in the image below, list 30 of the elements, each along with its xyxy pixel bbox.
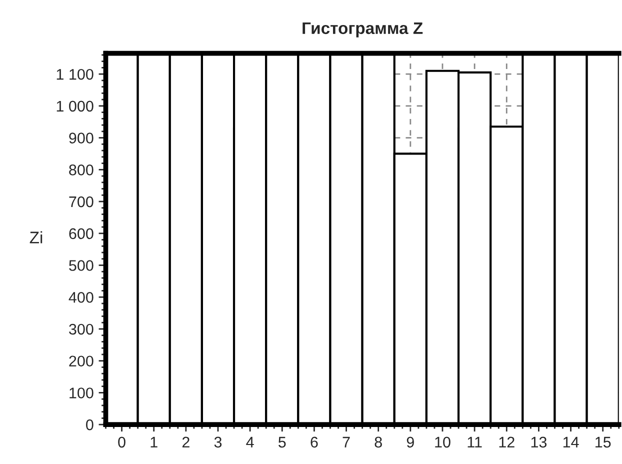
- x-tick-label: 11: [468, 436, 482, 448]
- y-tick-label: 200: [69, 356, 94, 367]
- y-tick-label: 1 100: [56, 68, 94, 80]
- y-tick-label: 100: [70, 388, 94, 398]
- x-tick-label: 1: [150, 436, 158, 448]
- y-tick-label: 700: [69, 196, 94, 208]
- x-tick-label: 13: [531, 436, 547, 448]
- x-tick-label: 0: [118, 436, 126, 448]
- x-tick-label: 2: [182, 436, 190, 448]
- x-tick-label: 15: [596, 436, 611, 448]
- y-tick-label: 600: [69, 228, 94, 240]
- y-tick-label: 800: [69, 164, 94, 176]
- x-tick-label: 3: [214, 436, 222, 448]
- x-tick-label: 8: [374, 436, 382, 448]
- y-tick-label: 500: [69, 260, 94, 271]
- x-tick-label: 12: [499, 436, 514, 448]
- y-tick-label: 1 000: [56, 100, 94, 112]
- x-tick-label: 4: [246, 436, 254, 448]
- x-tick-label: 9: [406, 436, 414, 448]
- y-tick-label: 400: [68, 292, 94, 303]
- x-tick-label: 5: [278, 436, 286, 448]
- y-tick-label: 0: [86, 419, 94, 430]
- y-tick-label: 900: [69, 132, 94, 144]
- x-tick-label: 6: [310, 436, 318, 448]
- x-tick-label: 14: [563, 436, 579, 448]
- y-tick-label: 300: [69, 324, 94, 335]
- chart-title: Гистограмма Z: [302, 22, 423, 38]
- y-axis-title: Zi: [30, 231, 42, 244]
- x-tick-label: 10: [435, 436, 450, 448]
- x-tick-label: 7: [342, 436, 350, 448]
